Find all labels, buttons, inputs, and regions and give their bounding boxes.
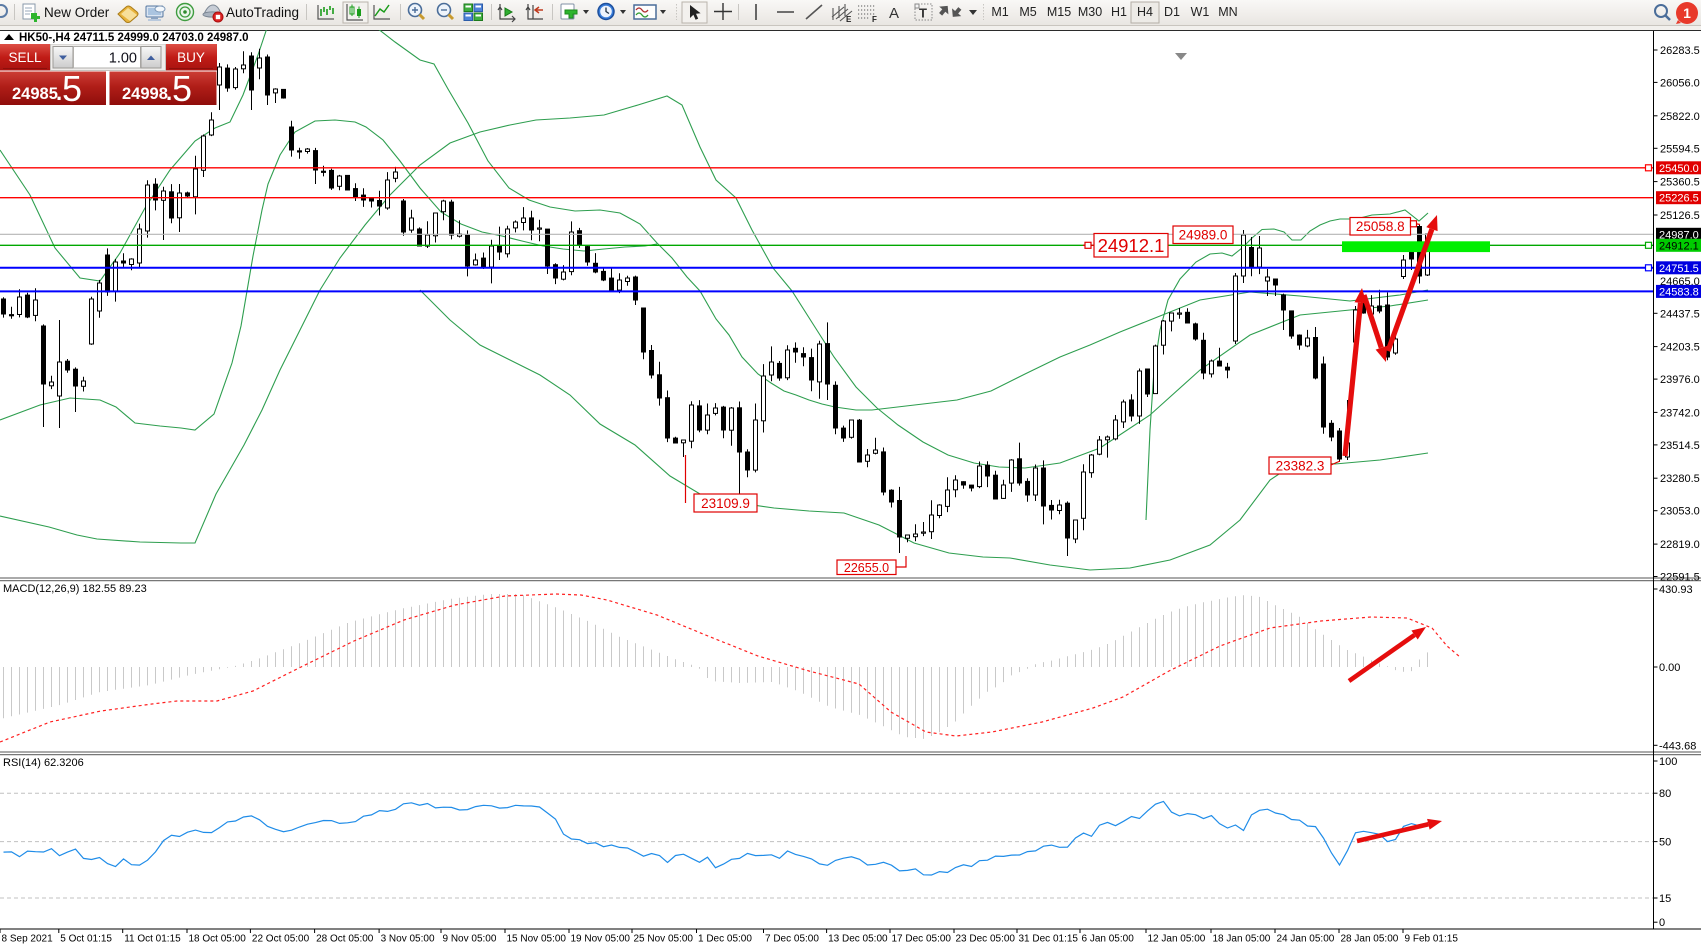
- svg-text:24 Jan 05:00: 24 Jan 05:00: [1277, 934, 1335, 945]
- svg-text:15: 15: [1659, 893, 1671, 905]
- svg-text:13 Dec 05:00: 13 Dec 05:00: [828, 934, 888, 945]
- svg-text:25594.5: 25594.5: [1660, 143, 1700, 155]
- svg-text:5: 5: [172, 68, 192, 105]
- svg-text:24751.5: 24751.5: [1659, 263, 1699, 275]
- svg-text:15 Nov 05:00: 15 Nov 05:00: [507, 934, 567, 945]
- svg-text:1.00: 1.00: [109, 51, 137, 67]
- svg-text:24583.8: 24583.8: [1659, 286, 1699, 298]
- svg-text:28 Oct 05:00: 28 Oct 05:00: [316, 934, 374, 945]
- svg-text:3 Nov 05:00: 3 Nov 05:00: [381, 934, 435, 945]
- svg-text:31 Dec 01:15: 31 Dec 01:15: [1019, 934, 1079, 945]
- svg-text:11 Oct 01:15: 11 Oct 01:15: [124, 934, 181, 945]
- svg-text:H4: H4: [1137, 5, 1153, 19]
- svg-text:24203.5: 24203.5: [1660, 342, 1700, 354]
- svg-text:25058.8: 25058.8: [1356, 219, 1405, 234]
- svg-text:1: 1: [1683, 5, 1691, 21]
- svg-text:23382.3: 23382.3: [1276, 458, 1325, 473]
- svg-text:5: 5: [62, 68, 82, 105]
- svg-text:22655.0: 22655.0: [844, 561, 889, 575]
- svg-text:100: 100: [1659, 756, 1677, 768]
- svg-text:23742.0: 23742.0: [1660, 407, 1700, 419]
- svg-text:24989.0: 24989.0: [1179, 228, 1228, 243]
- svg-text:12 Jan 05:00: 12 Jan 05:00: [1148, 934, 1206, 945]
- svg-text:24987.0: 24987.0: [1659, 229, 1699, 241]
- svg-text:RSI(14) 62.3206: RSI(14) 62.3206: [3, 757, 84, 769]
- svg-text:22819.0: 22819.0: [1660, 539, 1700, 551]
- svg-text:28 Jan 05:00: 28 Jan 05:00: [1341, 934, 1399, 945]
- svg-text:50: 50: [1659, 837, 1671, 849]
- svg-text:AutoTrading: AutoTrading: [226, 5, 299, 20]
- svg-text:W1: W1: [1191, 5, 1210, 19]
- svg-text:M5: M5: [1019, 5, 1036, 19]
- svg-text:25822.0: 25822.0: [1660, 111, 1700, 123]
- svg-text:New Order: New Order: [44, 5, 110, 20]
- svg-text:9 Feb 01:15: 9 Feb 01:15: [1405, 934, 1459, 945]
- svg-text:23 Dec 05:00: 23 Dec 05:00: [956, 934, 1016, 945]
- svg-text:HK50-,H4 24711.5 24999.0 2470: HK50-,H4 24711.5 24999.0 24703.0 24987.0: [19, 32, 249, 44]
- svg-text:17 Dec 05:00: 17 Dec 05:00: [892, 934, 952, 945]
- svg-text:MN: MN: [1218, 5, 1237, 19]
- svg-text:M1: M1: [991, 5, 1008, 19]
- svg-text:24665.0: 24665.0: [1660, 276, 1700, 288]
- svg-text:26283.5: 26283.5: [1660, 45, 1700, 57]
- svg-text:D1: D1: [1164, 5, 1180, 19]
- svg-text:80: 80: [1659, 788, 1671, 800]
- svg-text:5 Oct 01:15: 5 Oct 01:15: [60, 934, 112, 945]
- svg-text:.: .: [166, 80, 172, 105]
- svg-text:430.93: 430.93: [1659, 584, 1693, 596]
- svg-text:24985: 24985: [12, 85, 58, 103]
- svg-text:23976.0: 23976.0: [1660, 374, 1700, 386]
- svg-text:18 Oct 05:00: 18 Oct 05:00: [189, 934, 247, 945]
- svg-text:24912.1: 24912.1: [1098, 235, 1165, 256]
- svg-text:M15: M15: [1047, 5, 1071, 19]
- svg-text:23514.5: 23514.5: [1660, 440, 1700, 452]
- svg-text:26056.0: 26056.0: [1660, 77, 1700, 89]
- svg-text:T: T: [919, 6, 927, 21]
- svg-text:24998: 24998: [122, 85, 168, 103]
- svg-text:8 Sep 2021: 8 Sep 2021: [2, 934, 54, 945]
- svg-text:23053.0: 23053.0: [1660, 506, 1700, 518]
- svg-text:25126.5: 25126.5: [1660, 210, 1700, 222]
- svg-text:6 Jan 05:00: 6 Jan 05:00: [1082, 934, 1135, 945]
- svg-text:24437.5: 24437.5: [1660, 308, 1700, 320]
- svg-text:19 Nov 05:00: 19 Nov 05:00: [571, 934, 631, 945]
- svg-text:E: E: [846, 15, 852, 24]
- svg-text:22591.5: 22591.5: [1660, 572, 1700, 584]
- svg-text:22 Oct 05:00: 22 Oct 05:00: [252, 934, 310, 945]
- svg-text:.: .: [56, 80, 62, 105]
- svg-text:23109.9: 23109.9: [701, 496, 750, 511]
- svg-text:25360.5: 25360.5: [1660, 177, 1700, 189]
- svg-text:25450.0: 25450.0: [1659, 163, 1699, 175]
- svg-text:23280.5: 23280.5: [1660, 473, 1700, 485]
- svg-text:A: A: [889, 5, 899, 22]
- svg-text:BUY: BUY: [177, 50, 205, 65]
- svg-text:M30: M30: [1078, 5, 1102, 19]
- svg-text:25 Nov 05:00: 25 Nov 05:00: [634, 934, 694, 945]
- svg-text:18 Jan 05:00: 18 Jan 05:00: [1213, 934, 1271, 945]
- svg-text:-443.68: -443.68: [1659, 740, 1696, 752]
- svg-text:24912.1: 24912.1: [1659, 240, 1699, 252]
- svg-text:9 Nov 05:00: 9 Nov 05:00: [443, 934, 497, 945]
- svg-text:1 Dec 05:00: 1 Dec 05:00: [698, 934, 752, 945]
- svg-text:25226.5: 25226.5: [1659, 193, 1699, 205]
- svg-text:H1: H1: [1111, 5, 1127, 19]
- svg-text:0: 0: [1659, 917, 1665, 929]
- svg-text:SELL: SELL: [8, 50, 42, 65]
- svg-text:F: F: [872, 15, 877, 24]
- svg-text:MACD(12,26,9) 182.55 89.23: MACD(12,26,9) 182.55 89.23: [3, 583, 147, 595]
- svg-text:7 Dec 05:00: 7 Dec 05:00: [765, 934, 819, 945]
- svg-text:0.00: 0.00: [1659, 662, 1680, 674]
